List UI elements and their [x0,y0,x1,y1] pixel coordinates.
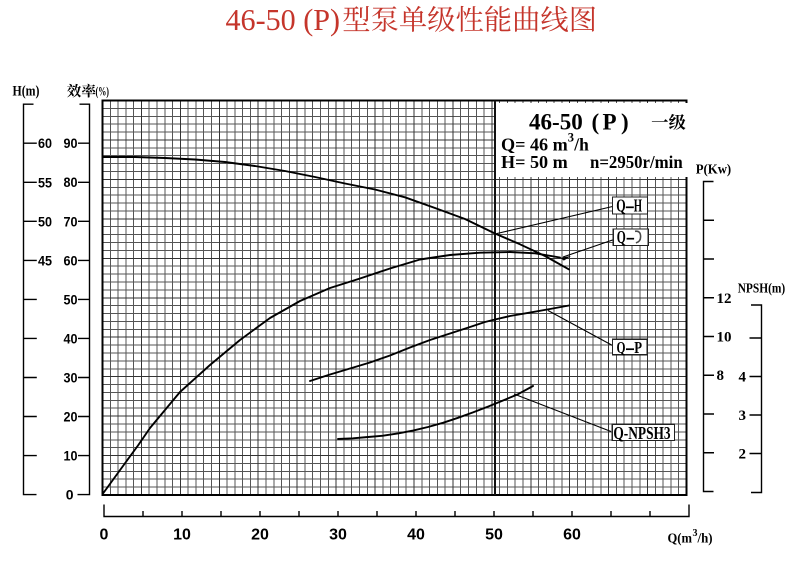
svg-text:10: 10 [64,448,78,464]
svg-text:3: 3 [568,131,574,145]
svg-text:20: 20 [64,409,78,425]
svg-text:50: 50 [485,527,503,544]
svg-text:Q: Q [616,195,625,215]
svg-text:60: 60 [64,252,78,268]
svg-text:12: 12 [717,291,732,307]
svg-text:30: 30 [329,527,347,544]
svg-text:): ) [621,109,629,134]
svg-text:3: 3 [739,408,747,424]
svg-text:60: 60 [563,527,581,544]
svg-text:3: 3 [693,528,698,539]
svg-text:(%): (%) [96,83,110,98]
svg-text:46-50 (P): 46-50 (P) [226,2,341,37]
svg-text:0: 0 [100,527,109,544]
svg-text:Q: Q [617,338,626,357]
svg-text:0: 0 [66,487,74,503]
svg-text:8: 8 [717,368,725,384]
svg-text:10: 10 [717,330,732,346]
svg-text:H(m): H(m) [13,83,40,99]
svg-text:80: 80 [64,174,78,190]
svg-text:60: 60 [38,135,52,151]
svg-text:H: H [634,195,642,215]
svg-text:P: P [634,338,642,357]
svg-text:50: 50 [38,213,52,229]
svg-text:Q(m: Q(m [668,532,693,547]
svg-text:20: 20 [251,527,269,544]
svg-text:30: 30 [64,369,78,385]
svg-text:Q: Q [617,227,626,247]
svg-text:70: 70 [64,213,78,229]
svg-text:NPSH(m): NPSH(m) [738,281,786,296]
svg-text:55: 55 [38,174,52,190]
svg-text:n=2950r/min: n=2950r/min [590,152,683,172]
svg-text:40: 40 [64,330,78,346]
svg-text:4: 4 [739,370,747,386]
svg-text:10: 10 [173,527,191,544]
svg-text:Q-NPSH3: Q-NPSH3 [613,423,670,443]
svg-text:P: P [603,109,617,134]
svg-text:50: 50 [64,291,78,307]
svg-text:90: 90 [64,135,78,151]
svg-text:/h: /h [573,134,588,154]
svg-text:46-50: 46-50 [529,109,583,134]
svg-text:Q= 46 m: Q= 46 m [501,134,568,154]
svg-text:2: 2 [739,447,747,463]
svg-text:H= 50 m: H= 50 m [501,152,568,172]
svg-text:45: 45 [38,252,52,268]
svg-text:P(Kw): P(Kw) [696,162,732,177]
svg-text:40: 40 [407,527,425,544]
svg-text:(: ( [592,109,600,134]
svg-text:/h): /h) [697,532,713,547]
